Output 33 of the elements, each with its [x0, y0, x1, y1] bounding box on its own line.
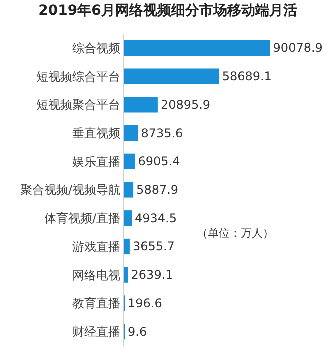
chart-title: 2019年6月网络视频细分市场移动端月活: [38, 2, 298, 20]
bar: [124, 125, 138, 142]
data-label: 3655.7: [132, 240, 175, 254]
y-tick-label: 综合视频: [72, 41, 121, 56]
bar: [124, 182, 134, 198]
data-label: 196.6: [128, 296, 162, 310]
data-label: 2639.1: [131, 268, 174, 282]
y-tick-label: 聚合视频/视频导航: [20, 183, 121, 198]
data-label: 5887.9: [136, 183, 179, 197]
data-label: 4934.5: [135, 211, 178, 226]
data-label: 20895.9: [160, 98, 211, 112]
y-tick-label: 网络电视: [72, 268, 121, 282]
bar: [124, 97, 158, 113]
annotation: （单位：万人）: [197, 227, 274, 240]
y-tick-label: 财经直播: [72, 325, 121, 340]
bar: [124, 154, 136, 170]
y-tick-label: 娱乐直播: [72, 154, 121, 169]
bar: [124, 238, 130, 255]
y-tick-label: 短视频综合平台: [36, 70, 121, 84]
y-tick-label: 体育视频/直播: [44, 212, 121, 226]
bar: [124, 68, 220, 84]
y-tick-label: 短视频聚合平台: [36, 98, 121, 112]
bar: [124, 40, 270, 56]
data-label: 90078.9: [273, 41, 323, 56]
bar: [124, 210, 132, 226]
data-label: 8735.6: [141, 126, 184, 140]
data-label: 58689.1: [222, 70, 272, 84]
bar: [124, 267, 128, 283]
y-tick-label: 垂直视频: [72, 126, 121, 140]
y-tick-label: 教育直播: [72, 296, 121, 311]
y-tick-label: 游戏直播: [72, 240, 121, 254]
data-label: 9.6: [128, 324, 148, 339]
data-label: 6905.4: [138, 154, 180, 169]
